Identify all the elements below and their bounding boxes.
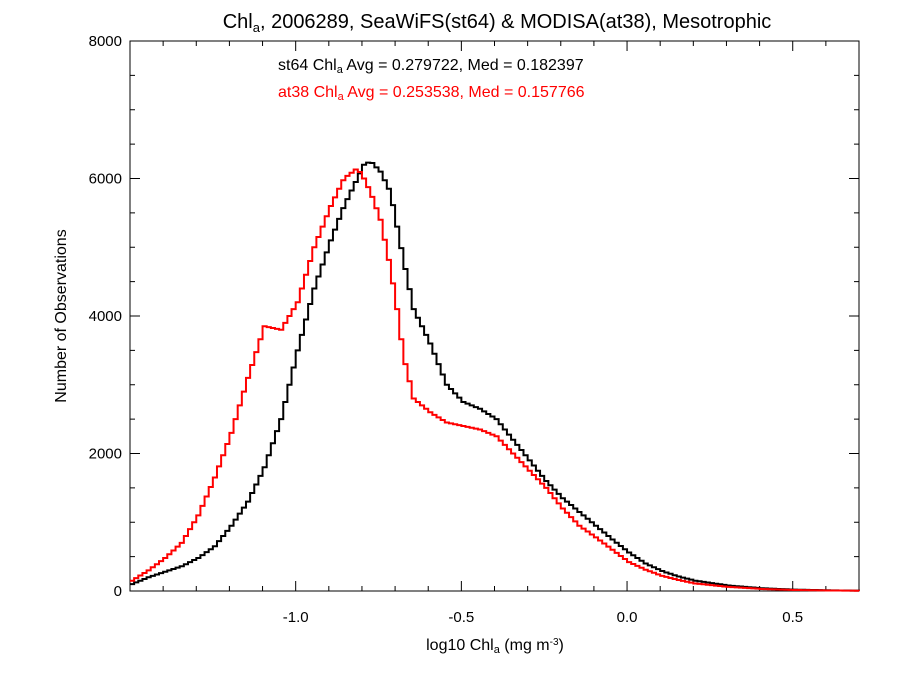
series-lines bbox=[130, 161, 860, 592]
y-tick-label: 2000 bbox=[89, 446, 122, 463]
x-axis-label: log10 Chla (mg m-3) bbox=[426, 637, 564, 657]
chart-title: Chla, 2006289, SeaWiFS(st64) & MODISA(at… bbox=[223, 11, 772, 35]
y-tick-label: 0 bbox=[114, 583, 122, 600]
axis-ticks: -1.0 -0.5 0.0 0.5 0 2000 4000 6000 8000 bbox=[89, 33, 860, 626]
chart-title-main: Chl bbox=[223, 11, 253, 33]
x-tick-label: -0.5 bbox=[448, 609, 474, 626]
y-tick-label: 8000 bbox=[89, 33, 122, 50]
y-tick-label: 4000 bbox=[89, 308, 122, 325]
series-line-at38 bbox=[130, 168, 860, 592]
series-annotation-at38: at38 Chla Avg = 0.253538, Med = 0.157766 bbox=[278, 84, 585, 103]
x-tick-label: 0.0 bbox=[617, 609, 638, 626]
chart-title-rest: , 2006289, SeaWiFS(st64) & MODISA(at38),… bbox=[260, 11, 771, 33]
plot-frame bbox=[129, 40, 860, 592]
y-tick-label: 6000 bbox=[89, 171, 122, 188]
x-tick-label: -1.0 bbox=[283, 609, 309, 626]
x-tick-label: 0.5 bbox=[782, 609, 803, 626]
series-line-st64 bbox=[130, 161, 860, 592]
chart-title-subscript: a bbox=[253, 20, 261, 35]
y-axis-label: Number of Observations bbox=[53, 229, 70, 402]
series-annotation-st64: st64 Chla Avg = 0.279722, Med = 0.182397 bbox=[278, 57, 584, 76]
